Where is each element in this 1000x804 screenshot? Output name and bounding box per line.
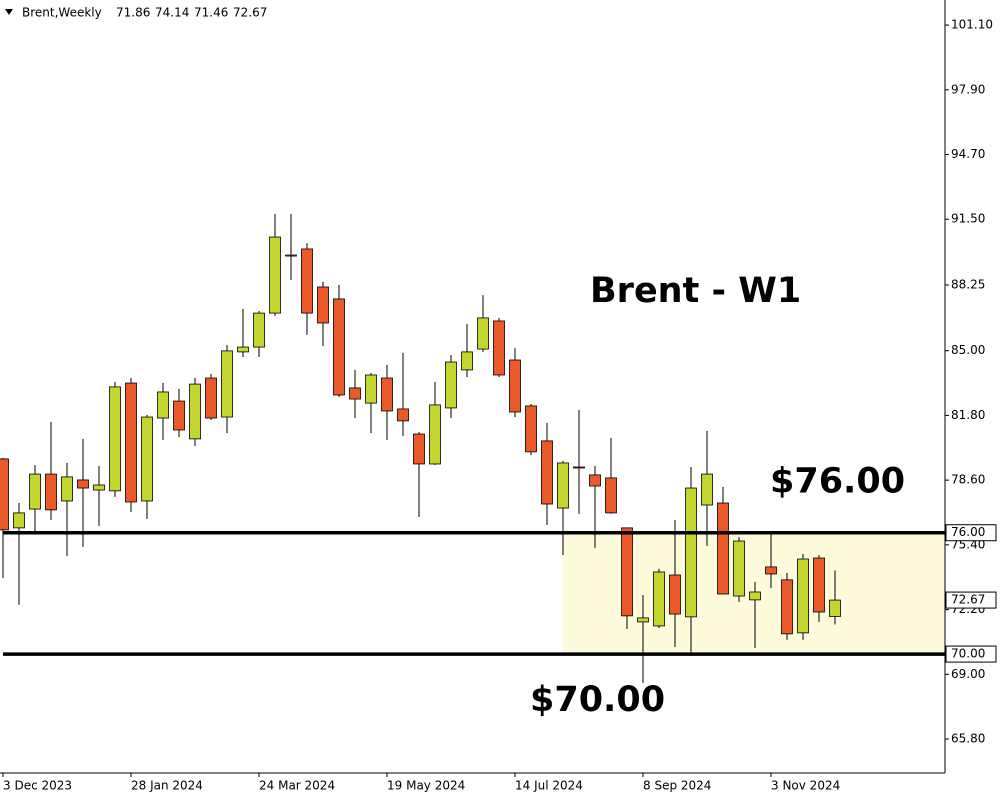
level-tag-box xyxy=(945,645,997,663)
level-annotation: $70.00 xyxy=(530,680,665,720)
price-tag-box xyxy=(945,591,997,609)
candle-body xyxy=(557,462,569,509)
candle-body xyxy=(349,387,361,400)
candle-body xyxy=(589,474,601,487)
candle-body xyxy=(125,382,137,503)
candle-body xyxy=(573,466,585,469)
candle-body xyxy=(45,473,57,511)
candle-body xyxy=(685,487,697,618)
candle-body xyxy=(605,477,617,514)
candle-body xyxy=(813,557,825,613)
candle-body xyxy=(0,458,9,531)
candle-body xyxy=(637,617,649,623)
candle-body xyxy=(621,527,633,617)
candle-body xyxy=(509,359,521,413)
candle-body xyxy=(61,476,73,502)
y-tick-label: 69.00 xyxy=(951,667,985,681)
level-annotation: $76.00 xyxy=(770,462,905,502)
candle-body xyxy=(157,391,169,419)
candle-body xyxy=(781,579,793,635)
level-tag: 70.00 xyxy=(951,647,985,661)
y-tick-label: 65.80 xyxy=(951,732,985,746)
candle-body xyxy=(397,408,409,422)
chart-title: Brent - W1 xyxy=(590,271,801,311)
x-tick-label: 8 Sep 2024 xyxy=(643,779,711,793)
y-tick-label: 78.60 xyxy=(951,473,985,487)
candle-body xyxy=(445,361,457,409)
candle-body xyxy=(237,346,249,353)
candle-body xyxy=(749,591,761,601)
candle-body xyxy=(429,404,441,465)
candle-body xyxy=(541,440,553,505)
y-tick-label: 94.70 xyxy=(951,147,985,161)
candle-body xyxy=(477,317,489,350)
y-tick-label: 101.10 xyxy=(951,18,993,32)
candle-body xyxy=(829,599,841,617)
y-tick-label: 97.90 xyxy=(951,82,985,96)
header-close: 72.67 xyxy=(233,6,267,20)
candle-body xyxy=(285,254,297,257)
header-open: 71.86 xyxy=(116,6,150,20)
candle-body xyxy=(493,320,505,376)
y-tick-label: 85.00 xyxy=(951,343,985,357)
candle-body xyxy=(29,473,41,510)
x-tick-label: 3 Nov 2024 xyxy=(771,779,840,793)
candle-body xyxy=(461,351,473,371)
candle-body xyxy=(317,286,329,324)
x-tick-label: 3 Dec 2023 xyxy=(3,779,72,793)
candle-body xyxy=(93,484,105,491)
candle-body xyxy=(381,377,393,412)
candle-body xyxy=(77,479,89,489)
header-high: 74.14 xyxy=(155,6,189,20)
candle-body xyxy=(669,574,681,615)
x-tick-label: 19 May 2024 xyxy=(387,779,465,793)
candle-body xyxy=(205,377,217,419)
candle-body xyxy=(733,540,745,597)
price-tag: 72.67 xyxy=(951,593,985,607)
x-tick-label: 28 Jan 2024 xyxy=(131,779,203,793)
level-tag-box xyxy=(945,524,997,542)
candle-body xyxy=(525,405,537,453)
x-tick-label: 14 Jul 2024 xyxy=(515,779,583,793)
symbol: Brent,Weekly xyxy=(22,6,102,20)
candle-body xyxy=(109,386,121,492)
candle-body xyxy=(269,236,281,314)
y-tick-label: 88.25 xyxy=(951,277,985,291)
candle-body xyxy=(765,566,777,575)
x-tick-label: 24 Mar 2024 xyxy=(259,779,335,793)
candle-body xyxy=(221,350,233,418)
candle-body xyxy=(141,416,153,502)
candle-body xyxy=(301,248,313,314)
candle-body xyxy=(413,433,425,465)
y-tick-label: 81.80 xyxy=(951,408,985,422)
candle-body xyxy=(365,374,377,404)
candle-body xyxy=(189,383,201,440)
candle-body xyxy=(653,571,665,627)
candle-body xyxy=(253,312,265,348)
candle-body xyxy=(173,400,185,431)
y-tick-label: 91.50 xyxy=(951,212,985,226)
candle-body xyxy=(717,502,729,595)
menu-triangle[interactable] xyxy=(5,9,13,15)
candle-body xyxy=(701,473,713,506)
candle-body xyxy=(13,512,25,529)
header-low: 71.46 xyxy=(194,6,228,20)
candle-body xyxy=(797,558,809,634)
level-tag: 76.00 xyxy=(951,525,985,539)
candle-body xyxy=(333,298,345,396)
